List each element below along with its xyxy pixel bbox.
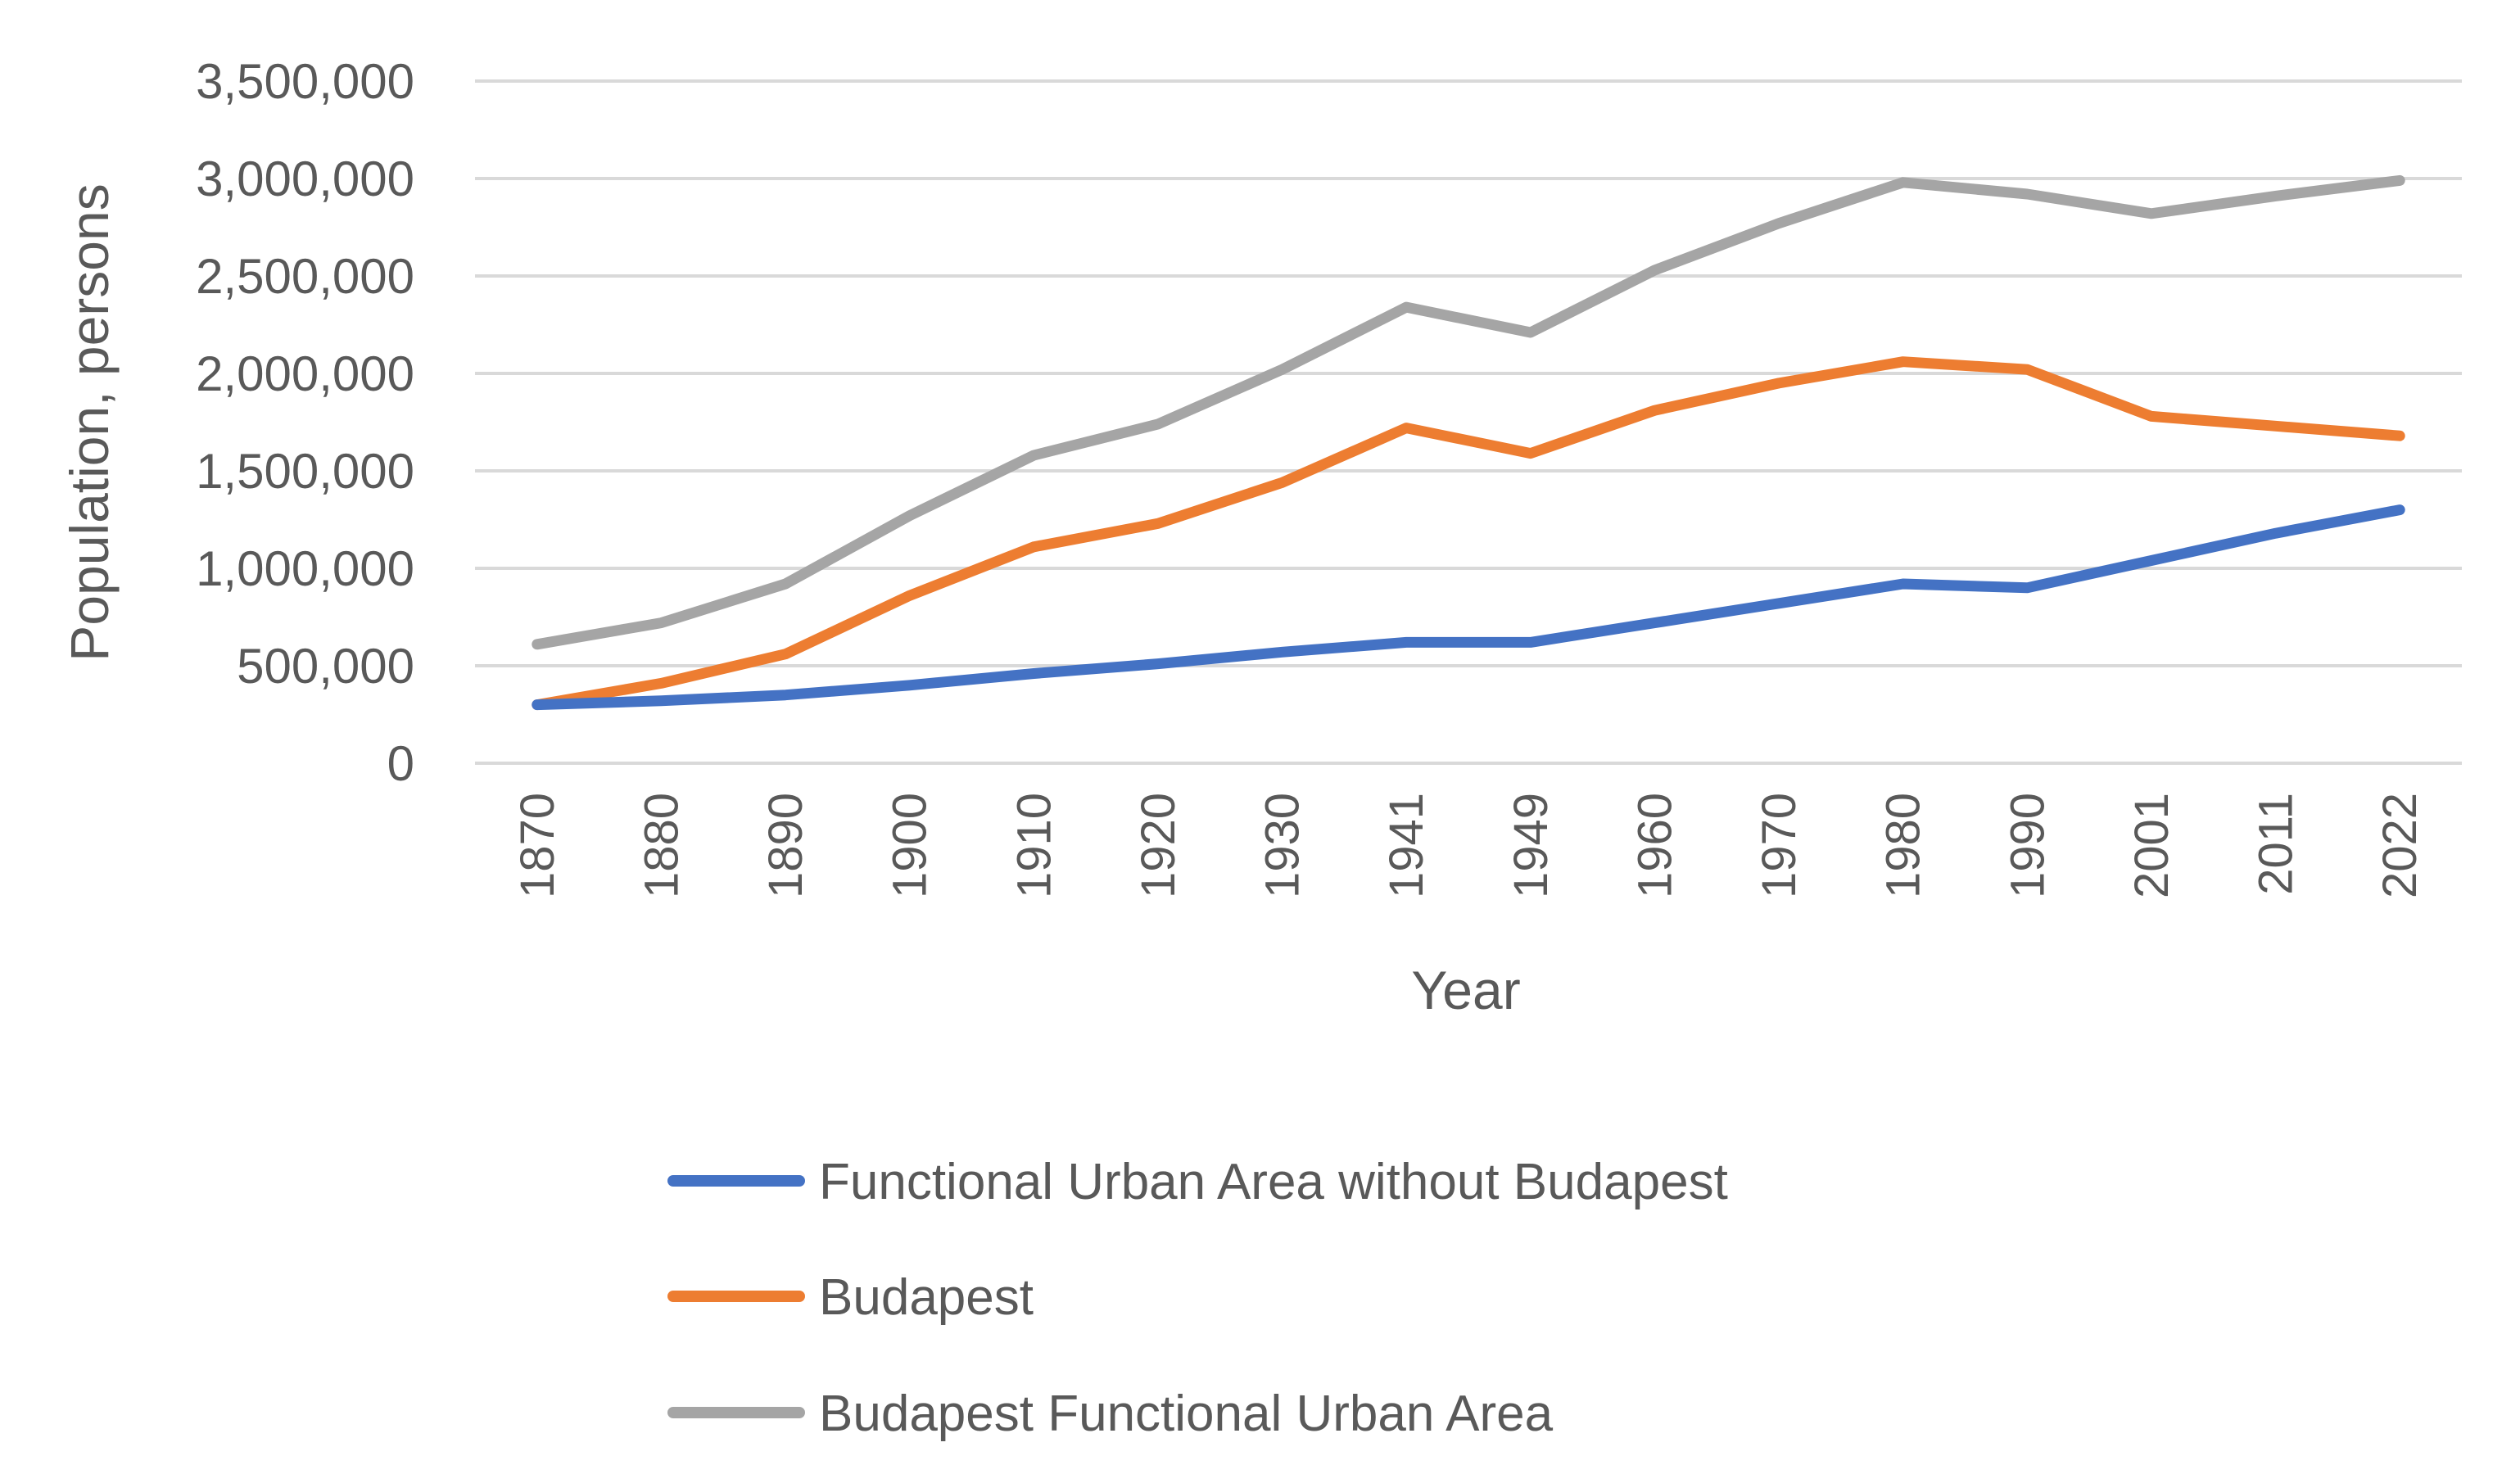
x-tick-label: 2022 [2373,793,2427,898]
series-lines [532,174,2405,711]
y-tick-label: 2,000,000 [196,346,414,401]
x-tick-label: 1960 [1628,793,1681,898]
y-tick-label: 1,000,000 [196,541,414,596]
y-axis-ticks: 0 500,000 1,000,000 1,500,000 2,000,000 2,500… [196,54,414,791]
x-tick-label: 1930 [1256,793,1310,898]
x-axis-title: Year [1411,960,1520,1020]
x-tick-label: 1949 [1504,793,1558,898]
y-tick-label: 1,500,000 [196,444,414,499]
x-tick-label: 1900 [884,793,937,898]
series-line-budapest-functional-urban-area [532,174,2405,650]
x-tick-label: 1980 [1877,793,1930,898]
legend-label: Functional Urban Area without Budapest [819,1154,1728,1210]
legend-label: Budapest Functional Urban Area [819,1386,1554,1442]
y-tick-label: 0 [387,736,414,791]
x-tick-label: 1880 [635,793,688,898]
x-tick-label: 1990 [2001,793,2054,898]
x-tick-label: 1920 [1132,793,1185,898]
y-tick-label: 3,500,000 [196,54,414,109]
x-tick-label: 1970 [1753,793,1806,898]
y-tick-label: 3,000,000 [196,151,414,206]
series-line-budapest [532,356,2405,711]
x-tick-label: 1910 [1007,793,1061,898]
x-tick-label: 2001 [2125,793,2178,898]
y-tick-label: 2,500,000 [196,249,414,304]
x-axis-ticks: 1870 1880 1890 1900 1910 1920 1930 1941 1949 1960… [511,793,2427,898]
x-tick-label: 2011 [2250,793,2303,895]
series-line-functional-urban-area-without-budapest [532,504,2405,711]
y-axis-title: Population, persons [59,183,120,661]
y-tick-label: 500,000 [237,639,414,694]
x-tick-label: 1941 [1380,793,1433,898]
legend: Functional Urban Area without Budapest Bu… [667,1154,1728,1442]
x-tick-label: 1870 [511,793,564,898]
x-tick-label: 1890 [759,793,812,898]
legend-label: Budapest [819,1269,1034,1326]
